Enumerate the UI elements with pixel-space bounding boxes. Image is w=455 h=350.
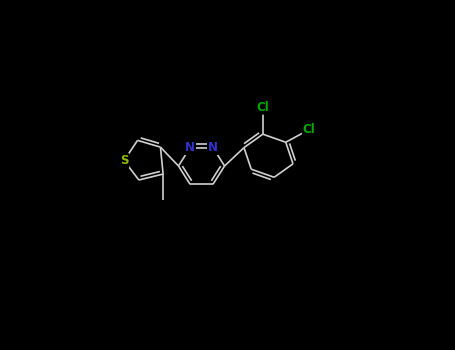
Text: N: N — [185, 141, 195, 154]
Text: S: S — [120, 154, 128, 167]
Text: N: N — [208, 141, 218, 154]
Text: Cl: Cl — [303, 123, 316, 136]
Text: Cl: Cl — [257, 101, 269, 114]
